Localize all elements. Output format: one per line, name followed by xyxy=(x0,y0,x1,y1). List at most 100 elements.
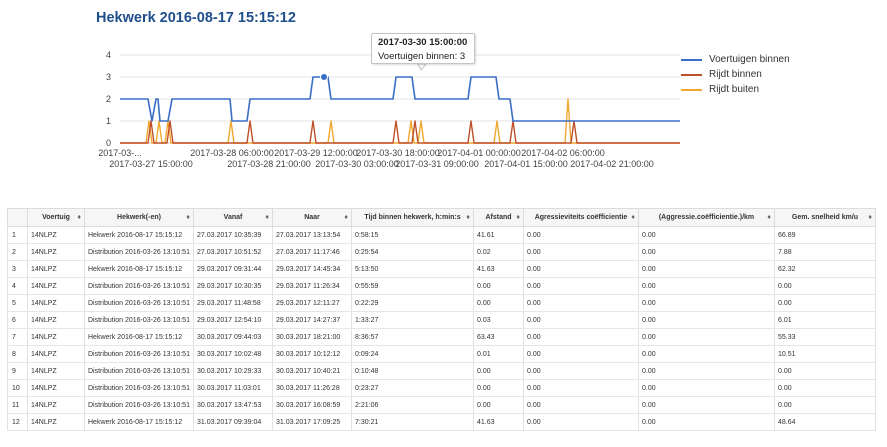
legend-label: Rijdt buiten xyxy=(709,84,760,95)
table-cell: 0.00 xyxy=(523,243,639,261)
legend-item[interactable]: Rijdt buiten xyxy=(681,82,790,97)
column-header-label: (Aggressie.coëfficientie.)/km xyxy=(658,213,755,221)
sort-icon[interactable]: ♦ xyxy=(186,213,190,221)
column-header[interactable]: Vanaf ♦ xyxy=(193,208,273,227)
x-tick-label: 2017-04-01 00:00:00 xyxy=(437,148,521,158)
sort-icon[interactable]: ♦ xyxy=(77,213,81,221)
sort-icon[interactable]: ♦ xyxy=(516,213,520,221)
y-tick-label: 3 xyxy=(106,72,111,82)
table-row[interactable]: 12 14NLPZ Hekwerk 2016-08-17 15:15:12 31.03… xyxy=(7,413,876,431)
column-header[interactable]: Tijd binnen hekwerk, h:min:s ♦ xyxy=(351,208,474,227)
table-cell: 11 xyxy=(7,396,28,414)
column-header[interactable]: Afstand ♦ xyxy=(473,208,524,227)
table-cell: 30.03.2017 10:02:48 xyxy=(193,345,273,363)
table-row[interactable]: 2 14NLPZ Distribution 2016-03-26 13:10:51 2… xyxy=(7,243,876,261)
table-cell: Distribution 2016-03-26 13:10:51 xyxy=(84,396,194,414)
table-cell: 0.01 xyxy=(473,345,524,363)
column-header-label: Vanaf xyxy=(223,213,243,221)
table-cell: 30.03.2017 11:26:28 xyxy=(272,379,352,397)
table-header-row: Voertuig ♦ Hekwerk(-en) ♦ Vanaf ♦ Naar ♦ Tijd bi… xyxy=(7,208,876,227)
x-tick-label: 2017-03-... xyxy=(98,148,142,158)
table-cell: 0.00 xyxy=(523,311,639,329)
table-cell: 12 xyxy=(7,413,28,431)
table-cell: 30.03.2017 18:21:00 xyxy=(272,328,352,346)
sort-icon[interactable]: ♦ xyxy=(767,213,771,221)
column-header[interactable]: Voertuig ♦ xyxy=(27,208,85,227)
column-header[interactable]: Naar ♦ xyxy=(272,208,352,227)
table-cell: 30.03.2017 10:29:33 xyxy=(193,362,273,380)
table-cell: 29.03.2017 14:45:34 xyxy=(272,260,352,278)
table-cell: 6.01 xyxy=(774,311,876,329)
table-cell: 0.00 xyxy=(473,396,524,414)
table-cell: 6 xyxy=(7,311,28,329)
table-cell: Hekwerk 2016-08-17 15:15:12 xyxy=(84,226,194,244)
table-cell: 7:30:21 xyxy=(351,413,474,431)
table-cell: 0.00 xyxy=(774,362,876,380)
table-cell: 2:21:06 xyxy=(351,396,474,414)
table-cell: 14NLPZ xyxy=(27,311,85,329)
table-cell: 0:25:54 xyxy=(351,243,474,261)
table-cell: 0:09:24 xyxy=(351,345,474,363)
legend-label: Voertuigen binnen xyxy=(709,54,790,65)
column-header[interactable]: (Aggressie.coëfficientie.)/km ♦ xyxy=(638,208,775,227)
table-cell: 0:23:27 xyxy=(351,379,474,397)
table-cell: 7 xyxy=(7,328,28,346)
x-tick-label: 2017-03-30 18:00:00 xyxy=(356,148,440,158)
table-row[interactable]: 1 14NLPZ Hekwerk 2016-08-17 15:15:12 27.03.… xyxy=(7,226,876,244)
table-row[interactable]: 7 14NLPZ Hekwerk 2016-08-17 15:15:12 30.03.… xyxy=(7,328,876,346)
table-cell: 29.03.2017 14:27:37 xyxy=(272,311,352,329)
table-cell: 0.00 xyxy=(638,362,775,380)
table-cell: 9 xyxy=(7,362,28,380)
legend-item[interactable]: Rijdt binnen xyxy=(681,67,790,82)
table-cell: 14NLPZ xyxy=(27,379,85,397)
chart-legend: Voertuigen binnen Rijdt binnen Rijdt buite… xyxy=(681,52,790,97)
table-cell: 63.43 xyxy=(473,328,524,346)
table-cell: 7.88 xyxy=(774,243,876,261)
table-cell: 0:10:48 xyxy=(351,362,474,380)
series-line-1 xyxy=(120,120,680,144)
x-tick-label: 2017-03-29 12:00:00 xyxy=(274,148,358,158)
table-body: 1 14NLPZ Hekwerk 2016-08-17 15:15:12 27.03.… xyxy=(7,226,876,431)
table-cell: 1 xyxy=(7,226,28,244)
table-cell: 41.63 xyxy=(473,413,524,431)
table-cell: 30.03.2017 13:47:53 xyxy=(193,396,273,414)
table-row[interactable]: 10 14NLPZ Distribution 2016-03-26 13:10:51… xyxy=(7,379,876,397)
table-cell: 0.02 xyxy=(473,243,524,261)
table-cell: 62.32 xyxy=(774,260,876,278)
y-tick-label: 0 xyxy=(106,138,111,148)
legend-item[interactable]: Voertuigen binnen xyxy=(681,52,790,67)
legend-swatch xyxy=(681,88,702,91)
column-header-label: Afstand xyxy=(485,213,512,221)
sort-icon[interactable]: ♦ xyxy=(466,213,470,221)
table-cell: Distribution 2016-03-26 13:10:51 xyxy=(84,362,194,380)
table-cell: 1:33:27 xyxy=(351,311,474,329)
table-cell: 30.03.2017 16:08:59 xyxy=(272,396,352,414)
column-header[interactable]: Agressieviteits coëfficientie ♦ xyxy=(523,208,639,227)
table-cell: 66.89 xyxy=(774,226,876,244)
table-cell: 14NLPZ xyxy=(27,328,85,346)
table-row[interactable]: 4 14NLPZ Distribution 2016-03-26 13:10:51 2… xyxy=(7,277,876,295)
column-header[interactable]: Gem. snelheid km/u ♦ xyxy=(774,208,876,227)
table-cell: 0:55:59 xyxy=(351,277,474,295)
table-cell: 0.00 xyxy=(638,413,775,431)
table-cell: 30.03.2017 10:40:21 xyxy=(272,362,352,380)
table-cell: 5:13:50 xyxy=(351,260,474,278)
table-cell: 0.00 xyxy=(473,362,524,380)
table-row[interactable]: 11 14NLPZ Distribution 2016-03-26 13:10:51… xyxy=(7,396,876,414)
table-row[interactable]: 9 14NLPZ Distribution 2016-03-26 13:10:51 3… xyxy=(7,362,876,380)
table-cell: 5 xyxy=(7,294,28,312)
column-header[interactable]: Hekwerk(-en) ♦ xyxy=(84,208,194,227)
table-cell: 14NLPZ xyxy=(27,294,85,312)
sort-icon[interactable]: ♦ xyxy=(265,213,269,221)
sort-icon[interactable]: ♦ xyxy=(344,213,348,221)
sort-icon[interactable]: ♦ xyxy=(868,213,872,221)
table-cell: 30.03.2017 11:03:01 xyxy=(193,379,273,397)
table-cell: 14NLPZ xyxy=(27,260,85,278)
table-row[interactable]: 8 14NLPZ Distribution 2016-03-26 13:10:51 3… xyxy=(7,345,876,363)
table-cell: 31.03.2017 17:09:25 xyxy=(272,413,352,431)
table-row[interactable]: 3 14NLPZ Hekwerk 2016-08-17 15:15:12 29.03.… xyxy=(7,260,876,278)
table-row[interactable]: 6 14NLPZ Distribution 2016-03-26 13:10:51 2… xyxy=(7,311,876,329)
sort-icon[interactable]: ♦ xyxy=(631,213,635,221)
table-row[interactable]: 5 14NLPZ Distribution 2016-03-26 13:10:51 2… xyxy=(7,294,876,312)
table-cell: 29.03.2017 11:48:58 xyxy=(193,294,273,312)
